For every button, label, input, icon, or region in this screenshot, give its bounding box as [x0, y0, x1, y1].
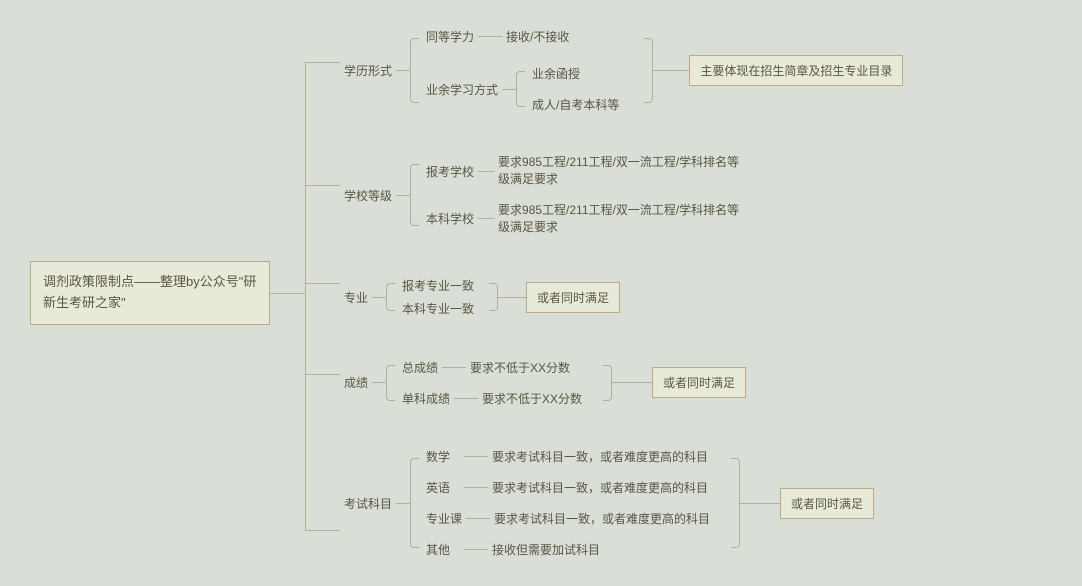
b1c2-label: 业余学习方式: [422, 81, 502, 98]
branch-score: 成绩 总成绩 要求不低于XX分数 单科成绩 要求不低于XX分数 或者同时满足: [340, 359, 1062, 407]
b3-note: 或者同时满足: [526, 282, 620, 313]
branch-education-form: 学历形式 同等学力 接收/不接收 业余学习方式 业余函授 成人/自考本科等: [340, 28, 1062, 113]
b4c1-label: 总成绩: [398, 359, 442, 376]
b4c1-leaf: 要求不低于XX分数: [466, 359, 574, 376]
b2c2-leaf: 要求985工程/211工程/双一流工程/学科排名等级满足要求: [494, 202, 744, 236]
b4c2-label: 单科成绩: [398, 390, 454, 407]
branch-major: 专业 报考专业一致 本科专业一致 或者同时满足: [340, 277, 1062, 317]
b1c1-leaf: 接收/不接收: [502, 28, 573, 45]
b5c4-label: 其他: [422, 541, 464, 558]
b3-c2: 本科专业一致: [398, 300, 478, 317]
b5c2-leaf: 要求考试科目一致，或者难度更高的科目: [488, 479, 712, 496]
mindmap-root: 调剂政策限制点——整理by公众号"研新生考研之家" 学历形式 同等学力 接收/不…: [30, 20, 1062, 566]
branch-school-level: 学校等级 报考学校 要求985工程/211工程/双一流工程/学科排名等级满足要求…: [340, 154, 1062, 235]
b5c1-leaf: 要求考试科目一致，或者难度更高的科目: [488, 448, 712, 465]
b1-note: 主要体现在招生简章及招生专业目录: [689, 55, 903, 86]
b2c2-label: 本科学校: [422, 210, 478, 227]
b1c1-label: 同等学力: [422, 28, 478, 45]
b2c1-leaf: 要求985工程/211工程/双一流工程/学科排名等级满足要求: [494, 154, 744, 188]
b4c2-leaf: 要求不低于XX分数: [478, 390, 586, 407]
b4-label: 成绩: [340, 374, 372, 391]
b5c3-label: 专业课: [422, 510, 466, 527]
b5c2-label: 英语: [422, 479, 464, 496]
b2c1-label: 报考学校: [422, 163, 478, 180]
branch-exam-subjects: 考试科目 数学 要求考试科目一致，或者难度更高的科目 英语 要求考试科目一致，或…: [340, 448, 1062, 558]
root-connector: [270, 20, 340, 566]
b1-label: 学历形式: [340, 62, 396, 79]
root-label: 调剂政策限制点——整理by公众号"研新生考研之家": [43, 274, 256, 310]
b5c3-leaf: 要求考试科目一致，或者难度更高的科目: [490, 510, 714, 527]
b2-label: 学校等级: [340, 187, 396, 204]
b3-c1: 报考专业一致: [398, 277, 478, 294]
branches-container: 学历形式 同等学力 接收/不接收 业余学习方式 业余函授 成人/自考本科等: [340, 28, 1062, 558]
b5c4-leaf: 接收但需要加试科目: [488, 541, 604, 558]
root-node: 调剂政策限制点——整理by公众号"研新生考研之家": [30, 261, 270, 325]
b5-note: 或者同时满足: [780, 488, 874, 519]
b1c2-l1: 业余函授: [528, 65, 623, 82]
b1c2-l2: 成人/自考本科等: [528, 96, 623, 113]
b5c1-label: 数学: [422, 448, 464, 465]
b5-label: 考试科目: [340, 495, 396, 512]
b4-note: 或者同时满足: [652, 367, 746, 398]
b3-label: 专业: [340, 289, 372, 306]
